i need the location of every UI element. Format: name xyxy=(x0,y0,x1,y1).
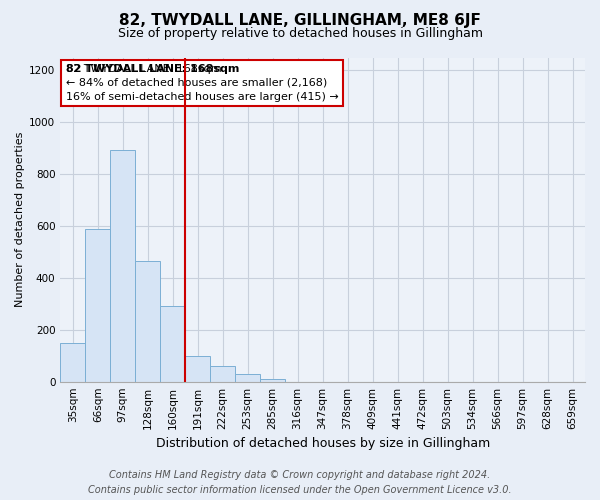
Bar xyxy=(85,228,110,382)
Bar xyxy=(160,306,185,382)
Bar xyxy=(110,150,135,382)
Text: 82 TWYDALL LANE: 168sqm
← 84% of detached houses are smaller (2,168)
16% of semi: 82 TWYDALL LANE: 168sqm ← 84% of detache… xyxy=(65,64,338,102)
Bar xyxy=(135,261,160,382)
Bar xyxy=(60,343,85,382)
Y-axis label: Number of detached properties: Number of detached properties xyxy=(15,132,25,308)
Text: 82, TWYDALL LANE, GILLINGHAM, ME8 6JF: 82, TWYDALL LANE, GILLINGHAM, ME8 6JF xyxy=(119,12,481,28)
Bar xyxy=(185,356,210,382)
Bar xyxy=(235,374,260,382)
X-axis label: Distribution of detached houses by size in Gillingham: Distribution of detached houses by size … xyxy=(155,437,490,450)
Bar xyxy=(260,378,285,382)
Text: Contains HM Land Registry data © Crown copyright and database right 2024.
Contai: Contains HM Land Registry data © Crown c… xyxy=(88,470,512,495)
Text: Size of property relative to detached houses in Gillingham: Size of property relative to detached ho… xyxy=(118,28,482,40)
Bar xyxy=(210,366,235,382)
Text: 82 TWYDALL LANE: 168sqm: 82 TWYDALL LANE: 168sqm xyxy=(65,64,239,88)
